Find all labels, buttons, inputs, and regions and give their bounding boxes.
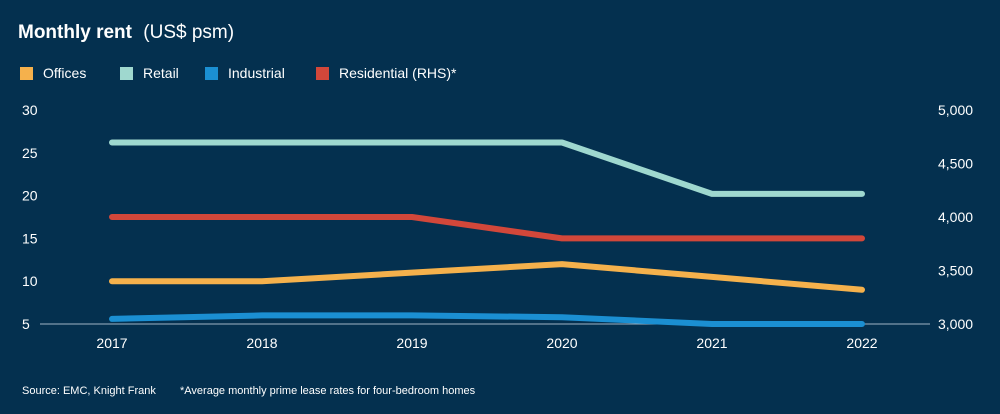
legend-label-3: Residential (RHS)*	[339, 65, 457, 81]
series-line-0	[109, 261, 865, 293]
x-tick-label: 2019	[396, 335, 427, 351]
y-right-tick-label: 3,500	[938, 263, 973, 279]
x-tick-label: 2020	[546, 335, 577, 351]
x-tick-label: 2017	[96, 335, 127, 351]
y-left-tick-label: 10	[22, 273, 38, 289]
legend-label-2: Industrial	[228, 65, 285, 81]
legend-label-0: Offices	[43, 65, 86, 81]
y-left-tick-label: 5	[22, 316, 30, 332]
y-left-tick-label: 30	[22, 102, 38, 118]
y-right-tick-label: 5,000	[938, 102, 973, 118]
y-left-tick-label: 15	[22, 230, 38, 246]
legend-swatch-2	[205, 67, 218, 80]
y-right-tick-label: 4,500	[938, 156, 973, 172]
y-left-tick-label: 20	[22, 188, 38, 204]
chart-title-group: Monthly rent (US$ psm)	[18, 22, 234, 43]
legend-swatch-1	[120, 67, 133, 80]
x-tick-label: 2018	[246, 335, 277, 351]
legend-swatch-0	[20, 67, 33, 80]
series-line-2	[109, 312, 865, 327]
x-tick-label: 2021	[696, 335, 727, 351]
y-left-tick-label: 25	[22, 145, 38, 161]
legend-label-1: Retail	[143, 65, 179, 81]
footnote: *Average monthly prime lease rates for f…	[180, 385, 476, 397]
y-right-tick-label: 4,000	[938, 209, 973, 225]
series-lines	[109, 139, 865, 327]
chart-subtitle: (US$ psm)	[143, 22, 234, 43]
series-line-3	[109, 214, 865, 242]
source-note: Source: EMC, Knight Frank	[22, 385, 156, 397]
legend-swatch-3	[316, 67, 329, 80]
y-right-tick-label: 3,000	[938, 316, 973, 332]
axes: 30 25 20 15 10 5 5,000 4,500 4,000 3,500 3,000 2017…	[22, 102, 973, 351]
legend: Offices Retail Industrial Residential (RHS)…	[20, 65, 457, 81]
chart-title: Monthly rent	[18, 22, 133, 43]
series-line-1	[109, 139, 865, 197]
x-tick-label: 2022	[846, 335, 877, 351]
